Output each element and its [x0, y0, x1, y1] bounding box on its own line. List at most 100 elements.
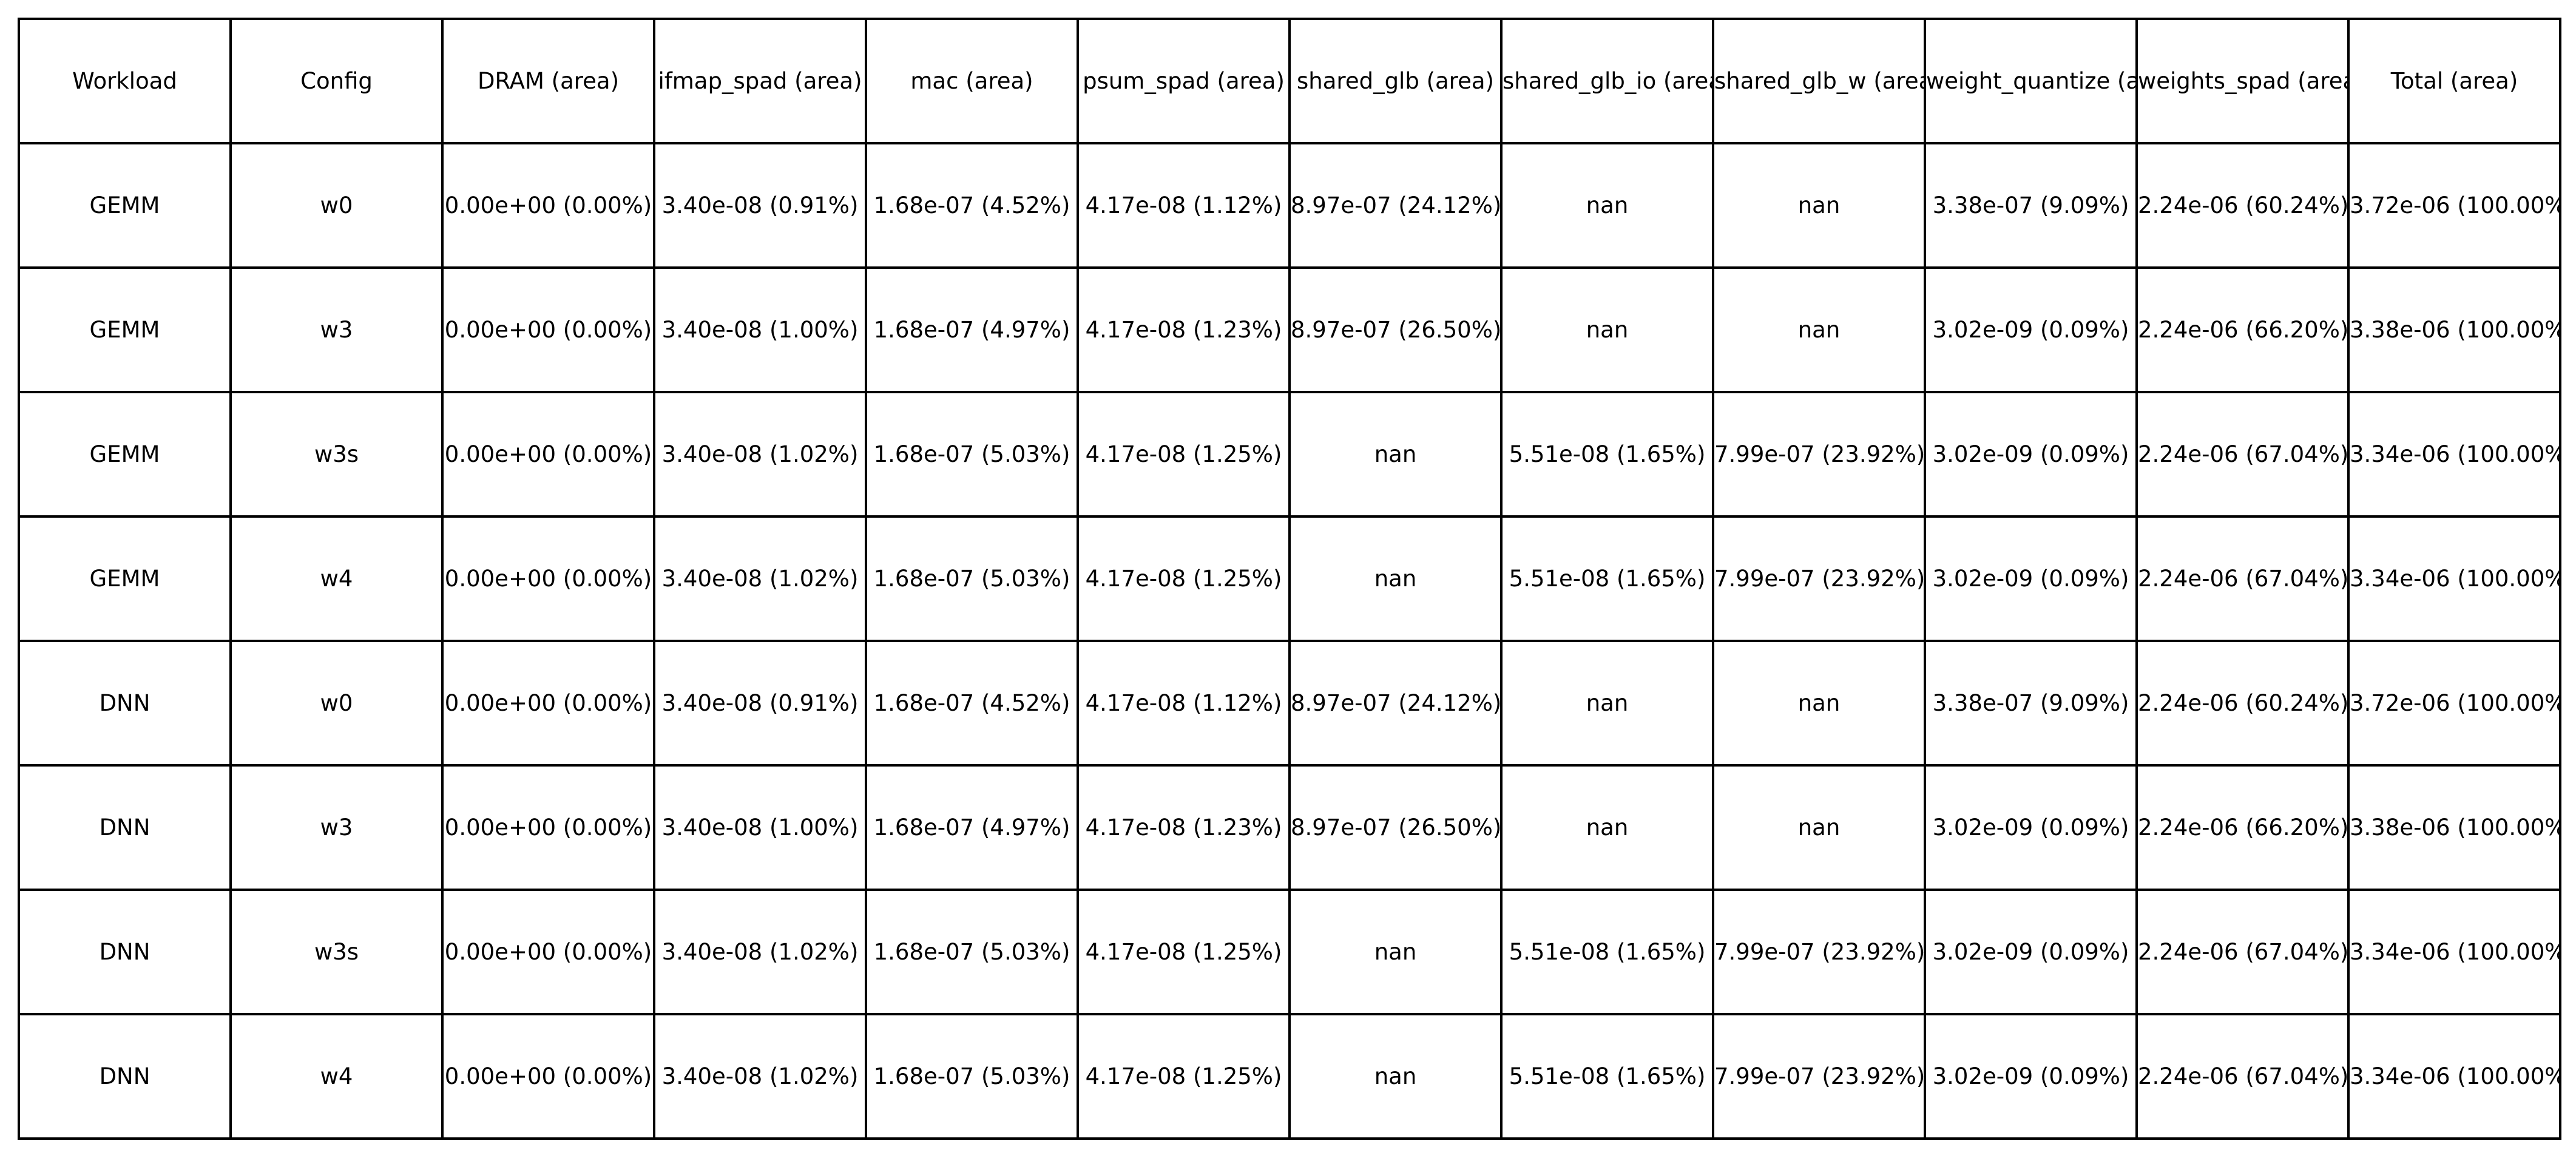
table-cell: 4.17e-08 (1.12%)	[1077, 640, 1291, 767]
header-cell-mac: mac (area)	[865, 18, 1079, 144]
table-cell: 0.00e+00 (0.00%)	[441, 142, 655, 269]
results-table-container: Workload Config DRAM (area) ifmap_spad (…	[18, 18, 2561, 1140]
table-cell: 7.99e-07 (23.92%)	[1712, 515, 1926, 642]
table-cell: 0.00e+00 (0.00%)	[441, 640, 655, 767]
table-cell: 3.34e-06 (100.00%)	[2347, 1013, 2561, 1140]
table-cell: nan	[1712, 640, 1926, 767]
table-cell: 1.68e-07 (4.52%)	[865, 640, 1079, 767]
table-cell: GEMM	[18, 515, 232, 642]
table-cell: 8.97e-07 (24.12%)	[1288, 142, 1503, 269]
table-cell: 2.24e-06 (67.04%)	[2135, 889, 2350, 1015]
header-cell-workload: Workload	[18, 18, 232, 144]
table-cell: DNN	[18, 1013, 232, 1140]
table-cell: 5.51e-08 (1.65%)	[1500, 1013, 1714, 1140]
table-cell: nan	[1500, 266, 1714, 393]
table-cell: nan	[1712, 266, 1926, 393]
table-cell: 4.17e-08 (1.23%)	[1077, 764, 1291, 891]
header-cell-weights-spad: weights_spad (area	[2135, 18, 2350, 144]
table-cell: 2.24e-06 (67.04%)	[2135, 1013, 2350, 1140]
table-row: DNN w4 0.00e+00 (0.00%) 3.40e-08 (1.02%) 1.6…	[18, 1013, 2561, 1140]
table-cell: 3.40e-08 (1.00%)	[653, 266, 867, 393]
table-cell: nan	[1288, 889, 1503, 1015]
table-cell: 5.51e-08 (1.65%)	[1500, 391, 1714, 518]
table-row: GEMM w0 0.00e+00 (0.00%) 3.40e-08 (0.91%) 1.…	[18, 142, 2561, 269]
header-cell-shared-glb-io: shared_glb_io (area	[1500, 18, 1714, 144]
table-cell: 0.00e+00 (0.00%)	[441, 1013, 655, 1140]
table-cell: 4.17e-08 (1.12%)	[1077, 142, 1291, 269]
table-cell: 3.72e-06 (100.00%)	[2347, 640, 2561, 767]
table-cell: 7.99e-07 (23.92%)	[1712, 1013, 1926, 1140]
table-cell: 1.68e-07 (5.03%)	[865, 515, 1079, 642]
table-cell: 3.40e-08 (1.02%)	[653, 889, 867, 1015]
table-cell: 3.34e-06 (100.00%)	[2347, 391, 2561, 518]
table-cell: 2.24e-06 (66.20%)	[2135, 266, 2350, 393]
table-cell: 4.17e-08 (1.25%)	[1077, 391, 1291, 518]
table-cell: 1.68e-07 (5.03%)	[865, 1013, 1079, 1140]
table-cell: 1.68e-07 (5.03%)	[865, 391, 1079, 518]
table-cell: 3.40e-08 (1.02%)	[653, 1013, 867, 1140]
table-header: Workload Config DRAM (area) ifmap_spad (…	[18, 18, 2561, 144]
table-cell: w4	[229, 515, 444, 642]
table-cell: 0.00e+00 (0.00%)	[441, 764, 655, 891]
table-cell: 0.00e+00 (0.00%)	[441, 889, 655, 1015]
table-cell: w0	[229, 142, 444, 269]
table-body: GEMM w0 0.00e+00 (0.00%) 3.40e-08 (0.91%) 1.…	[18, 142, 2561, 1140]
table-cell: 3.40e-08 (1.02%)	[653, 515, 867, 642]
table-row: DNN w3 0.00e+00 (0.00%) 3.40e-08 (1.00%) 1.6…	[18, 764, 2561, 891]
table-cell: w3s	[229, 391, 444, 518]
table-cell: 2.24e-06 (67.04%)	[2135, 515, 2350, 642]
table-cell: 4.17e-08 (1.25%)	[1077, 515, 1291, 642]
table-cell: 1.68e-07 (4.52%)	[865, 142, 1079, 269]
table-cell: 3.40e-08 (0.91%)	[653, 142, 867, 269]
table-cell: 2.24e-06 (67.04%)	[2135, 391, 2350, 518]
table-cell: DNN	[18, 889, 232, 1015]
header-cell-shared-glb-w: shared_glb_w (area	[1712, 18, 1926, 144]
table-cell: 0.00e+00 (0.00%)	[441, 266, 655, 393]
header-cell-psum-spad: psum_spad (area)	[1077, 18, 1291, 144]
area-breakdown-table: Workload Config DRAM (area) ifmap_spad (…	[18, 18, 2561, 1140]
table-cell: 2.24e-06 (66.20%)	[2135, 764, 2350, 891]
table-cell: w0	[229, 640, 444, 767]
table-cell: w3	[229, 764, 444, 891]
table-cell: 1.68e-07 (5.03%)	[865, 889, 1079, 1015]
table-row: GEMM w4 0.00e+00 (0.00%) 3.40e-08 (1.02%) 1.…	[18, 515, 2561, 642]
table-cell: 3.72e-06 (100.00%)	[2347, 142, 2561, 269]
table-cell: 3.34e-06 (100.00%)	[2347, 889, 2561, 1015]
table-cell: 0.00e+00 (0.00%)	[441, 391, 655, 518]
table-cell: 3.38e-07 (9.09%)	[1924, 142, 2138, 269]
table-row: GEMM w3 0.00e+00 (0.00%) 3.40e-08 (1.00%) 1.…	[18, 266, 2561, 393]
table-cell: 8.97e-07 (26.50%)	[1288, 266, 1503, 393]
table-cell: 7.99e-07 (23.92%)	[1712, 889, 1926, 1015]
table-cell: 8.97e-07 (26.50%)	[1288, 764, 1503, 891]
table-cell: 3.02e-09 (0.09%)	[1924, 764, 2138, 891]
table-cell: w3s	[229, 889, 444, 1015]
table-cell: 4.17e-08 (1.25%)	[1077, 889, 1291, 1015]
table-cell: GEMM	[18, 142, 232, 269]
table-row: DNN w0 0.00e+00 (0.00%) 3.40e-08 (0.91%) 1.6…	[18, 640, 2561, 767]
table-cell: 7.99e-07 (23.92%)	[1712, 391, 1926, 518]
header-cell-shared-glb: shared_glb (area)	[1288, 18, 1503, 144]
table-cell: 5.51e-08 (1.65%)	[1500, 889, 1714, 1015]
table-cell: 3.38e-06 (100.00%)	[2347, 764, 2561, 891]
table-cell: 0.00e+00 (0.00%)	[441, 515, 655, 642]
table-cell: nan	[1500, 142, 1714, 269]
table-cell: nan	[1712, 764, 1926, 891]
table-row: DNN w3s 0.00e+00 (0.00%) 3.40e-08 (1.02%) 1.…	[18, 889, 2561, 1015]
table-row: GEMM w3s 0.00e+00 (0.00%) 3.40e-08 (1.02%) 1…	[18, 391, 2561, 518]
table-cell: nan	[1288, 1013, 1503, 1140]
table-cell: GEMM	[18, 391, 232, 518]
table-cell: w4	[229, 1013, 444, 1140]
table-cell: 8.97e-07 (24.12%)	[1288, 640, 1503, 767]
table-cell: 3.34e-06 (100.00%)	[2347, 515, 2561, 642]
header-cell-weight-quantize: weight_quantize (are	[1924, 18, 2138, 144]
table-cell: 3.02e-09 (0.09%)	[1924, 515, 2138, 642]
table-cell: 3.02e-09 (0.09%)	[1924, 1013, 2138, 1140]
table-cell: DNN	[18, 764, 232, 891]
table-cell: 3.02e-09 (0.09%)	[1924, 391, 2138, 518]
table-cell: 3.40e-08 (1.00%)	[653, 764, 867, 891]
header-cell-dram: DRAM (area)	[441, 18, 655, 144]
header-cell-config: Config	[229, 18, 444, 144]
table-cell: 3.02e-09 (0.09%)	[1924, 266, 2138, 393]
table-cell: 2.24e-06 (60.24%)	[2135, 640, 2350, 767]
table-cell: 3.38e-07 (9.09%)	[1924, 640, 2138, 767]
